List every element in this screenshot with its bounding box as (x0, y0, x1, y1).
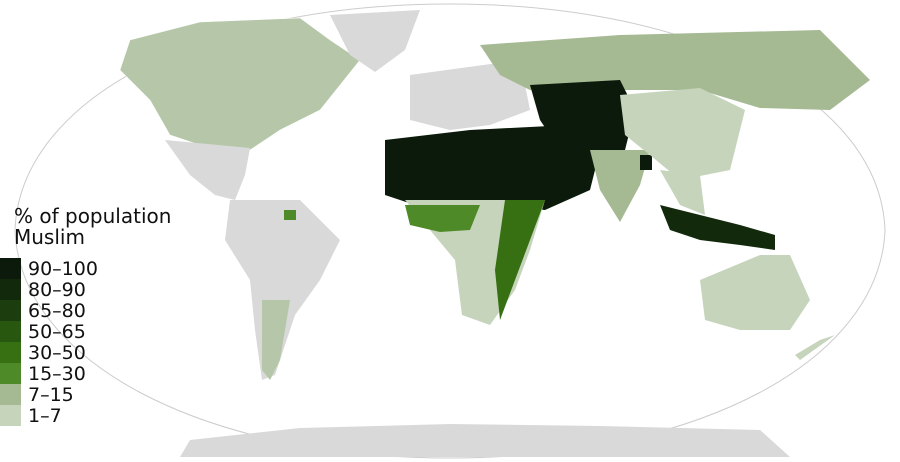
legend-label: 90–100 (28, 257, 98, 280)
legend-item: 80–90 (0, 278, 171, 301)
region-greenland (330, 10, 420, 72)
legend-item: 65–80 (0, 299, 171, 322)
region-south-america (225, 200, 340, 380)
legend-label: 65–80 (28, 299, 86, 322)
region-australia (700, 255, 810, 330)
region-argentina (262, 300, 290, 380)
legend-label: 15–30 (28, 362, 86, 385)
legend-swatch (0, 321, 21, 342)
region-central-america (165, 140, 250, 200)
region-middle-east-north-africa (385, 125, 600, 210)
legend-swatch (0, 363, 21, 384)
region-west-africa (405, 205, 480, 232)
legend: % of population Muslim 90–100 80–90 65–80 5… (0, 206, 171, 427)
region-southeast-asia (660, 170, 705, 215)
legend-item: 7–15 (0, 383, 171, 406)
region-bangladesh (640, 155, 652, 170)
legend-label: 30–50 (28, 341, 86, 364)
region-antarctica (180, 424, 790, 457)
legend-swatch (0, 384, 21, 405)
legend-swatch (0, 258, 21, 279)
region-east-africa (495, 200, 545, 320)
legend-swatch (0, 300, 21, 321)
region-north-america (119, 17, 361, 151)
legend-item: 90–100 (0, 257, 171, 280)
legend-label: 7–15 (28, 383, 74, 406)
region-europe (410, 60, 530, 130)
legend-title-line1: % of population (14, 204, 172, 228)
region-indonesia (660, 205, 775, 250)
region-suriname (284, 210, 296, 220)
region-india (590, 150, 650, 222)
legend-items: 90–100 80–90 65–80 50–65 30–50 15–30 7–15 1–7 (0, 257, 171, 427)
legend-swatch (0, 405, 21, 426)
region-china (620, 88, 745, 180)
legend-title-line2: Muslim (14, 225, 85, 249)
legend-title: % of population Muslim (14, 206, 171, 248)
legend-label: 1–7 (28, 404, 62, 427)
legend-item: 30–50 (0, 341, 171, 364)
legend-item: 15–30 (0, 362, 171, 385)
legend-item: 1–7 (0, 404, 171, 427)
legend-label: 50–65 (28, 320, 86, 343)
legend-item: 50–65 (0, 320, 171, 343)
region-new-zealand (795, 335, 835, 360)
legend-swatch (0, 279, 21, 300)
legend-label: 80–90 (28, 278, 86, 301)
legend-swatch (0, 342, 21, 363)
